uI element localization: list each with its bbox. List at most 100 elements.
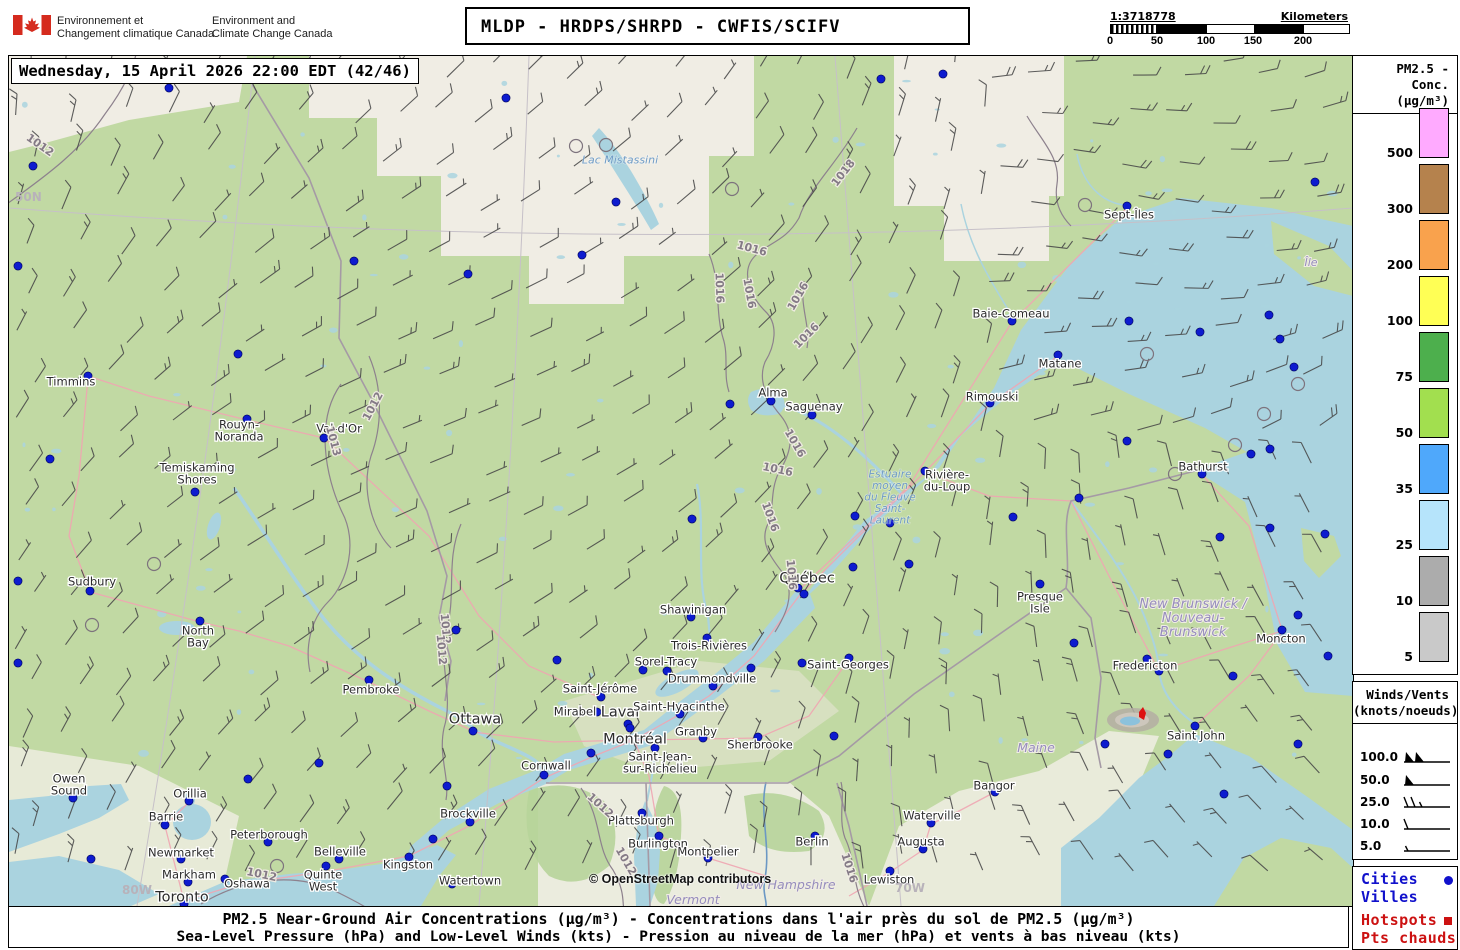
logo-text-english: Environment and Climate Change Canada bbox=[212, 15, 332, 41]
city-label: Laval bbox=[601, 705, 639, 721]
city-dot bbox=[596, 692, 606, 702]
hotspots-label-fr: Pts chauds bbox=[1361, 929, 1457, 947]
city-dot bbox=[797, 658, 807, 668]
city-label: Moncton bbox=[1256, 632, 1305, 646]
city-dot bbox=[1124, 316, 1134, 326]
city-dot bbox=[1246, 449, 1256, 459]
city-dot bbox=[334, 854, 344, 864]
pm25-legend-row: 500 bbox=[1353, 106, 1457, 162]
pm25-color-swatch bbox=[1419, 332, 1449, 382]
pm25-legend-title-line1: PM2.5 - Conc. bbox=[1396, 61, 1449, 92]
city-label: Oshawa bbox=[224, 877, 270, 891]
pm25-color-swatch bbox=[1419, 108, 1449, 158]
city-dot bbox=[195, 616, 205, 626]
city-label: Newmarket bbox=[148, 846, 214, 860]
city-dot bbox=[13, 576, 23, 586]
city-label: Augusta bbox=[897, 835, 944, 849]
city-label: Pembroke bbox=[343, 683, 400, 697]
pm25-threshold-value: 100 bbox=[1386, 313, 1413, 328]
city-dot bbox=[68, 793, 78, 803]
city-dot bbox=[233, 349, 243, 359]
calm-wind-circles bbox=[84, 137, 1306, 874]
city-dot bbox=[1053, 350, 1063, 360]
city-dot bbox=[552, 655, 562, 665]
pm25-threshold-value: 5 bbox=[1404, 649, 1413, 664]
city-dot bbox=[1122, 201, 1132, 211]
city-dot bbox=[1142, 654, 1152, 664]
city-dot bbox=[428, 834, 438, 844]
city-label: Granby bbox=[675, 725, 717, 739]
pm25-threshold-value: 25 bbox=[1395, 537, 1413, 552]
city-label: Baie-Comeau bbox=[972, 307, 1049, 321]
wind-legend-row: 100.0 bbox=[1353, 748, 1457, 768]
city-label: Québec bbox=[779, 571, 835, 587]
city-dot bbox=[314, 758, 324, 768]
city-dot bbox=[799, 589, 809, 599]
pm25-legend-row: 100 bbox=[1353, 274, 1457, 330]
city-dot bbox=[577, 250, 587, 260]
wind-speed-value: 25.0 bbox=[1360, 795, 1390, 809]
city-dot bbox=[650, 743, 660, 753]
city-label: Rimouski bbox=[966, 390, 1019, 404]
top-bar: Environnement et Changement climatique C… bbox=[0, 0, 1460, 55]
region-label: Île bbox=[1304, 256, 1317, 269]
city-dot bbox=[918, 844, 928, 854]
city-dot bbox=[1154, 666, 1164, 676]
city-label: Saguenay bbox=[785, 400, 842, 414]
city-dot bbox=[220, 874, 230, 884]
region-label: New Hampshire bbox=[736, 877, 835, 892]
city-label: Fredericton bbox=[1113, 659, 1178, 673]
city-dot bbox=[1219, 789, 1229, 799]
caption-line2: Sea-Level Pressure (hPa) and Low-Level W… bbox=[176, 929, 1181, 945]
pm25-color-swatch bbox=[1419, 612, 1449, 662]
city-dot bbox=[83, 371, 93, 381]
city-label: Montréal bbox=[603, 732, 667, 748]
city-label: Matane bbox=[1039, 357, 1082, 371]
city-dot bbox=[1265, 523, 1275, 533]
city-dot bbox=[364, 675, 374, 685]
city-dot bbox=[164, 83, 174, 93]
city-dot bbox=[1008, 512, 1018, 522]
city-label: Cornwall bbox=[521, 759, 571, 773]
city-dot bbox=[1289, 362, 1299, 372]
city-dot bbox=[242, 414, 252, 424]
city-dot bbox=[1122, 436, 1132, 446]
scale-ratio: 1:3718778 bbox=[1110, 10, 1176, 23]
city-dot bbox=[85, 586, 95, 596]
wind-legend-row: 50.0 bbox=[1353, 771, 1457, 791]
logo-fr-line2: Changement climatique Canada bbox=[57, 28, 215, 40]
city-label: Temiskaming Shores bbox=[158, 461, 234, 487]
pm25-legend-rows: 500 300 200 100 75 50 35 25 10 5 bbox=[1353, 106, 1457, 666]
pm25-legend-header: PM2.5 - Conc. (µg/m³) bbox=[1353, 56, 1457, 109]
city-dot bbox=[920, 466, 930, 476]
pm25-legend-row: 50 bbox=[1353, 386, 1457, 442]
scale-unit: Kilometers bbox=[1280, 10, 1348, 23]
city-dot bbox=[13, 658, 23, 668]
scale-bar-graphic bbox=[1110, 24, 1350, 34]
city-label: Burlington bbox=[628, 837, 688, 851]
pm25-legend-row: 25 bbox=[1353, 498, 1457, 554]
wind-barb-icon bbox=[1403, 818, 1450, 830]
city-dot bbox=[810, 831, 820, 841]
city-label: Brockville bbox=[440, 807, 496, 821]
city-dot bbox=[319, 433, 329, 443]
pm25-threshold-value: 50 bbox=[1395, 425, 1413, 440]
city-dot bbox=[686, 612, 696, 622]
pm25-color-swatch bbox=[1419, 388, 1449, 438]
city-dot bbox=[687, 514, 697, 524]
city-label: Barrie bbox=[149, 810, 183, 824]
city-label: Kingston bbox=[383, 858, 433, 872]
city-dot bbox=[766, 396, 776, 406]
city-dot bbox=[1215, 532, 1225, 542]
city-dot bbox=[1310, 177, 1320, 187]
city-dot bbox=[179, 899, 189, 906]
osm-attribution: © OpenStreetMap contributors bbox=[589, 872, 772, 886]
city-label: Quinte West bbox=[304, 868, 342, 894]
city-label: Markham bbox=[162, 868, 216, 882]
city-label: Orillia bbox=[173, 787, 207, 801]
city-dot bbox=[1293, 739, 1303, 749]
city-dot bbox=[844, 653, 854, 663]
pressure-contour-label: 1016 bbox=[712, 272, 726, 303]
city-label: Sudbury bbox=[68, 575, 116, 589]
city-dot bbox=[404, 852, 414, 862]
